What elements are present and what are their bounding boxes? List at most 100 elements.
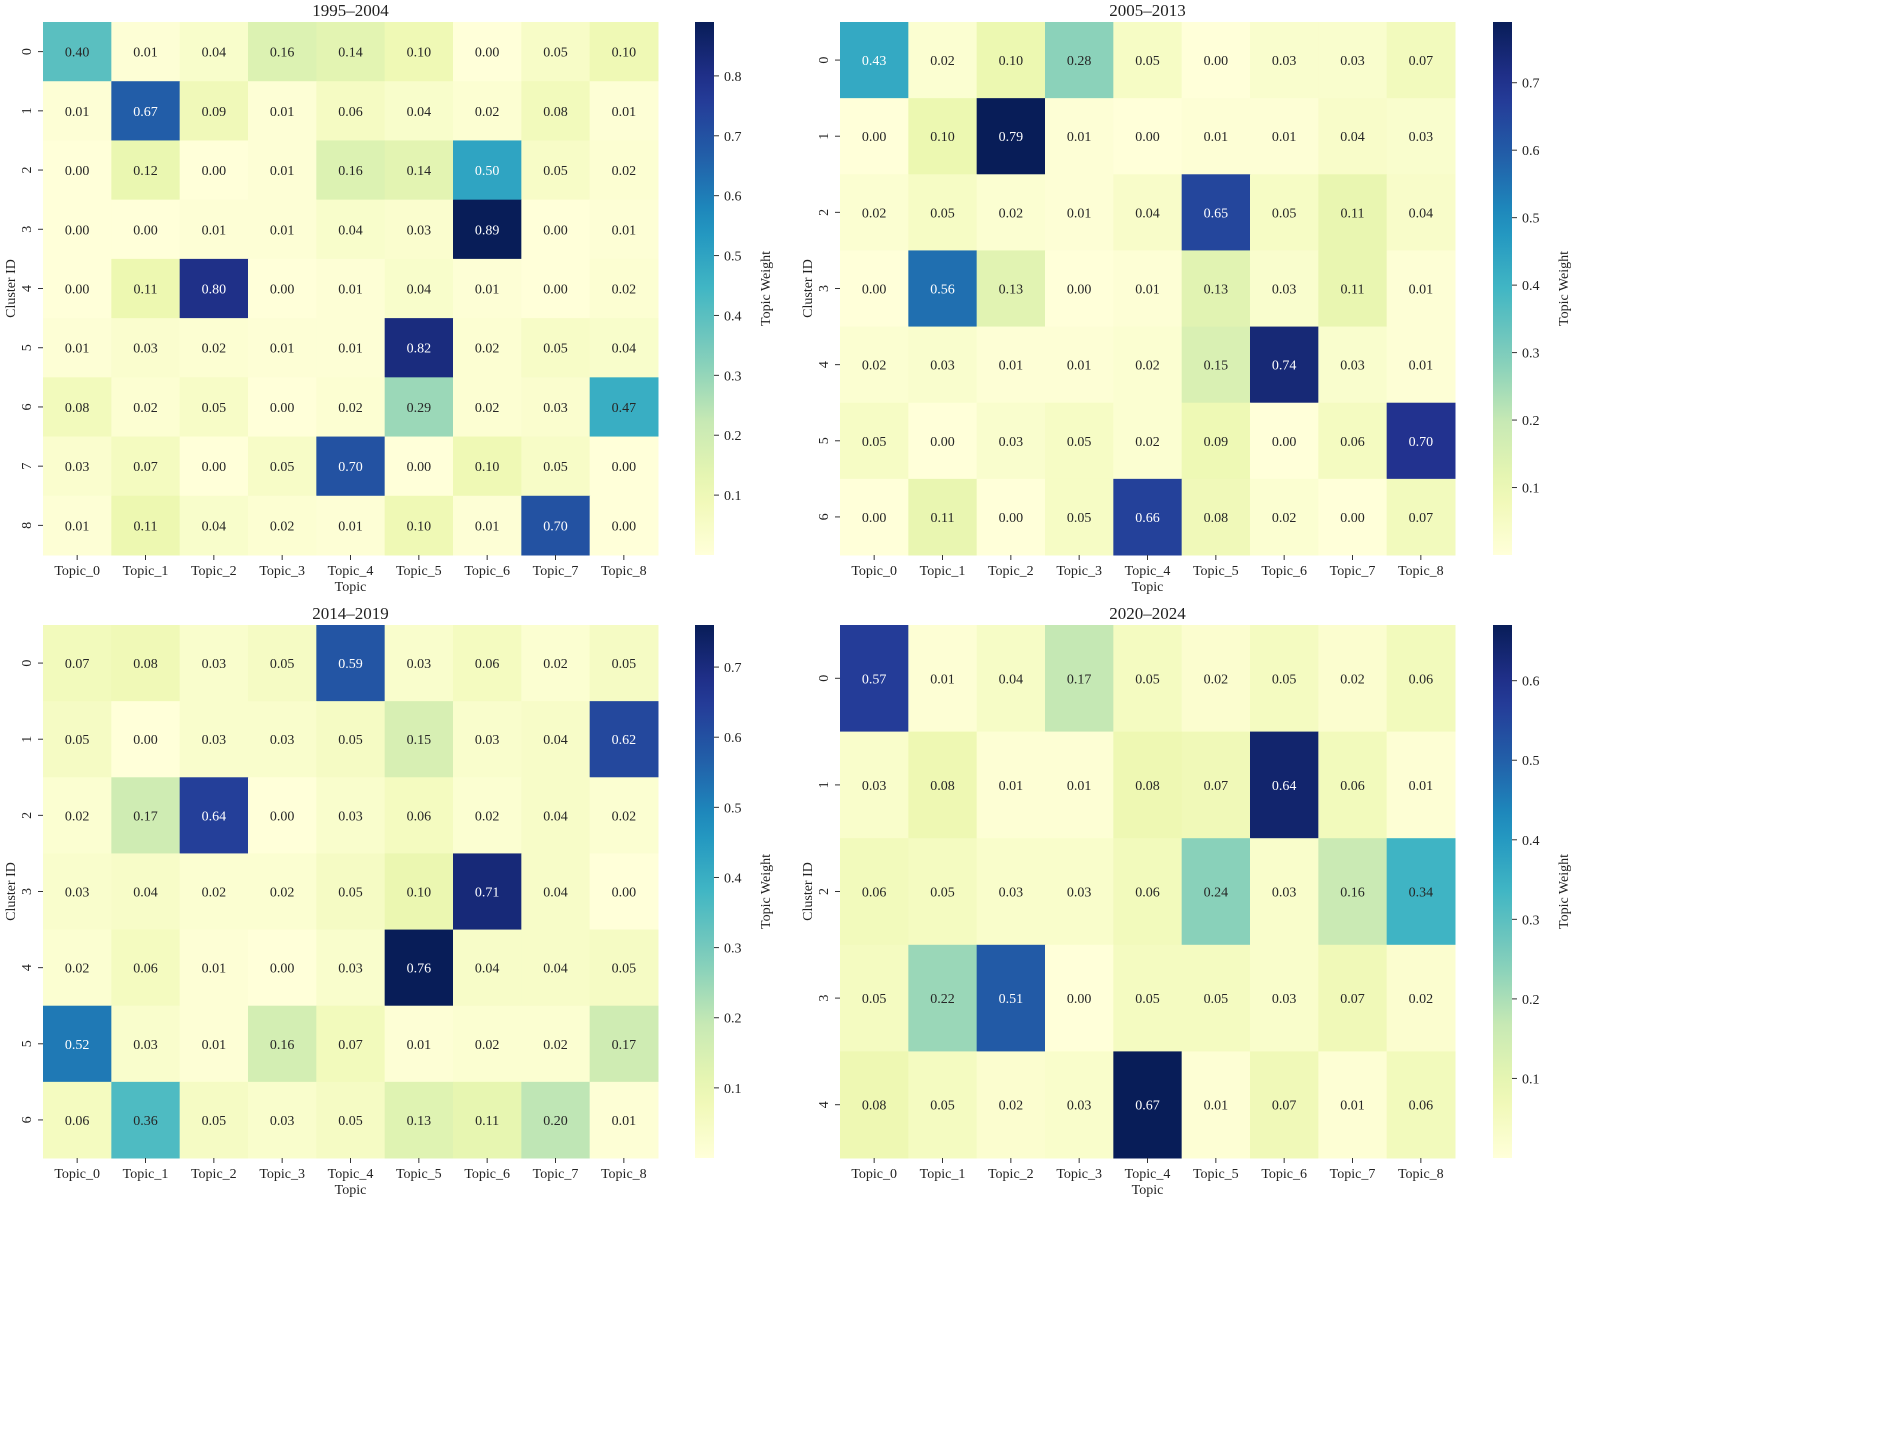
- heatmap-cell: [1318, 478, 1388, 556]
- cell-value-label: 0.01: [202, 1038, 227, 1053]
- x-tick-label: Topic_6: [464, 1167, 510, 1182]
- heatmap-cell: [179, 853, 249, 931]
- cell-value-label: 0.00: [133, 223, 158, 238]
- heatmap-cell: [521, 929, 591, 1007]
- colorbar-tick-label: 0.4: [1522, 834, 1540, 849]
- heatmap-cell: [1045, 22, 1114, 99]
- y-tick-label: 4: [20, 964, 35, 971]
- heatmap-cell: [453, 436, 522, 497]
- heatmap-cell: [111, 777, 181, 854]
- cell-value-label: 0.04: [202, 519, 227, 534]
- x-tick-label: Topic_0: [54, 1167, 100, 1182]
- cell-value-label: 0.04: [543, 886, 568, 901]
- cell-value-label: 0.22: [930, 992, 955, 1007]
- heatmap-cell: [111, 22, 181, 82]
- cell-value-label: 0.10: [407, 886, 432, 901]
- cell-value-label: 0.06: [1340, 779, 1365, 794]
- cell-value-label: 0.03: [1340, 54, 1365, 69]
- cell-value-label: 0.07: [133, 460, 158, 475]
- heatmap-cell: [111, 625, 181, 702]
- heatmap-cell: [1181, 22, 1251, 99]
- cell-value-label: 0.01: [270, 223, 295, 238]
- heatmap-cell: [1386, 174, 1456, 251]
- heatmap-cell: [316, 436, 386, 497]
- cell-value-label: 0.06: [407, 809, 432, 824]
- heatmap-cell: [43, 1081, 112, 1159]
- x-tick-label: Topic_5: [396, 564, 442, 579]
- cell-value-label: 0.62: [612, 733, 637, 748]
- x-tick-label: Topic_2: [988, 1167, 1034, 1182]
- cell-value-label: 0.07: [65, 657, 90, 672]
- heatmap-cell: [1045, 402, 1114, 480]
- cell-value-label: 0.01: [270, 105, 295, 120]
- heatmap-cell: [1250, 838, 1319, 946]
- heatmap-cell: [1250, 625, 1319, 733]
- colorbar-tick-label: 0.4: [724, 309, 742, 324]
- heatmap-cell: [976, 944, 1046, 1052]
- cell-value-label: 0.01: [999, 359, 1024, 374]
- heatmap-cell: [384, 495, 454, 556]
- x-tick-label: Topic_8: [601, 564, 647, 579]
- heatmap-cell: [976, 402, 1046, 480]
- heatmap-cell: [1386, 625, 1456, 733]
- heatmap-cell: [1250, 98, 1319, 175]
- heatmap-cell: [1045, 98, 1114, 175]
- heatmap-cell: [589, 22, 659, 82]
- x-axis-label: Topic: [1132, 580, 1164, 595]
- cell-value-label: 0.00: [612, 460, 637, 475]
- cell-value-label: 0.01: [999, 779, 1024, 794]
- heatmap-cell: [840, 838, 909, 946]
- cell-value-label: 0.03: [338, 809, 363, 824]
- colorbar-tick-label: 0.2: [1522, 414, 1540, 429]
- heatmap-cell: [1045, 625, 1114, 733]
- cell-value-label: 0.00: [930, 435, 955, 450]
- cell-value-label: 0.29: [407, 401, 432, 416]
- cell-value-label: 0.05: [338, 886, 363, 901]
- heatmap-cell: [179, 625, 249, 702]
- x-tick-label: Topic_3: [259, 1167, 305, 1182]
- heatmap-cell: [111, 140, 181, 201]
- heatmap-cell: [43, 199, 112, 260]
- cell-value-label: 0.03: [862, 779, 887, 794]
- x-tick-label: Topic_7: [1330, 1167, 1376, 1182]
- cell-value-label: 0.02: [475, 1038, 500, 1053]
- cell-value-label: 0.00: [1272, 435, 1297, 450]
- heatmap-cell: [316, 22, 386, 82]
- cell-value-label: 0.05: [930, 886, 955, 901]
- cell-value-label: 0.67: [1135, 1099, 1160, 1114]
- cell-value-label: 0.20: [543, 1114, 568, 1129]
- cell-value-label: 0.82: [407, 342, 432, 357]
- cell-value-label: 0.05: [1067, 435, 1092, 450]
- cell-value-label: 0.04: [612, 342, 637, 357]
- heatmap-cell: [111, 199, 181, 260]
- heatmap-cell: [1113, 944, 1183, 1052]
- heatmap-cell: [908, 326, 978, 404]
- cell-value-label: 0.05: [1135, 992, 1160, 1007]
- heatmap-cell: [908, 1051, 978, 1159]
- heatmap-cell: [111, 436, 181, 497]
- cell-value-label: 0.05: [862, 992, 887, 1007]
- cell-value-label: 0.89: [475, 223, 500, 238]
- cell-value-label: 0.01: [612, 223, 637, 238]
- x-tick-label: Topic_3: [1056, 564, 1102, 579]
- heatmap-cell: [908, 250, 978, 328]
- heatmap-cell: [589, 777, 659, 854]
- heatmap-cell: [384, 81, 454, 141]
- heatmap-cell: [248, 777, 317, 854]
- x-tick-label: Topic_4: [1125, 1167, 1171, 1182]
- x-tick-label: Topic_5: [1193, 1167, 1239, 1182]
- x-tick-label: Topic_1: [920, 1167, 966, 1182]
- cell-value-label: 0.16: [270, 1038, 295, 1053]
- heatmap-cell: [976, 174, 1046, 251]
- cell-value-label: 0.05: [862, 435, 887, 450]
- heatmap-panel-3: 2020–2024 0.57 0.01 0.04 0.17 0.05 0.02 0.05 0.0…: [801, 604, 1572, 1198]
- heatmap-cell: [453, 199, 522, 260]
- cell-value-label: 0.00: [1067, 283, 1092, 298]
- cell-value-label: 0.10: [475, 460, 500, 475]
- heatmap-cell: [384, 318, 454, 378]
- cell-value-label: 0.01: [612, 1114, 637, 1129]
- cell-value-label: 0.11: [1341, 283, 1365, 298]
- cell-value-label: 0.02: [1409, 992, 1434, 1007]
- cell-value-label: 0.01: [1067, 359, 1092, 374]
- cell-value-label: 0.00: [862, 130, 887, 145]
